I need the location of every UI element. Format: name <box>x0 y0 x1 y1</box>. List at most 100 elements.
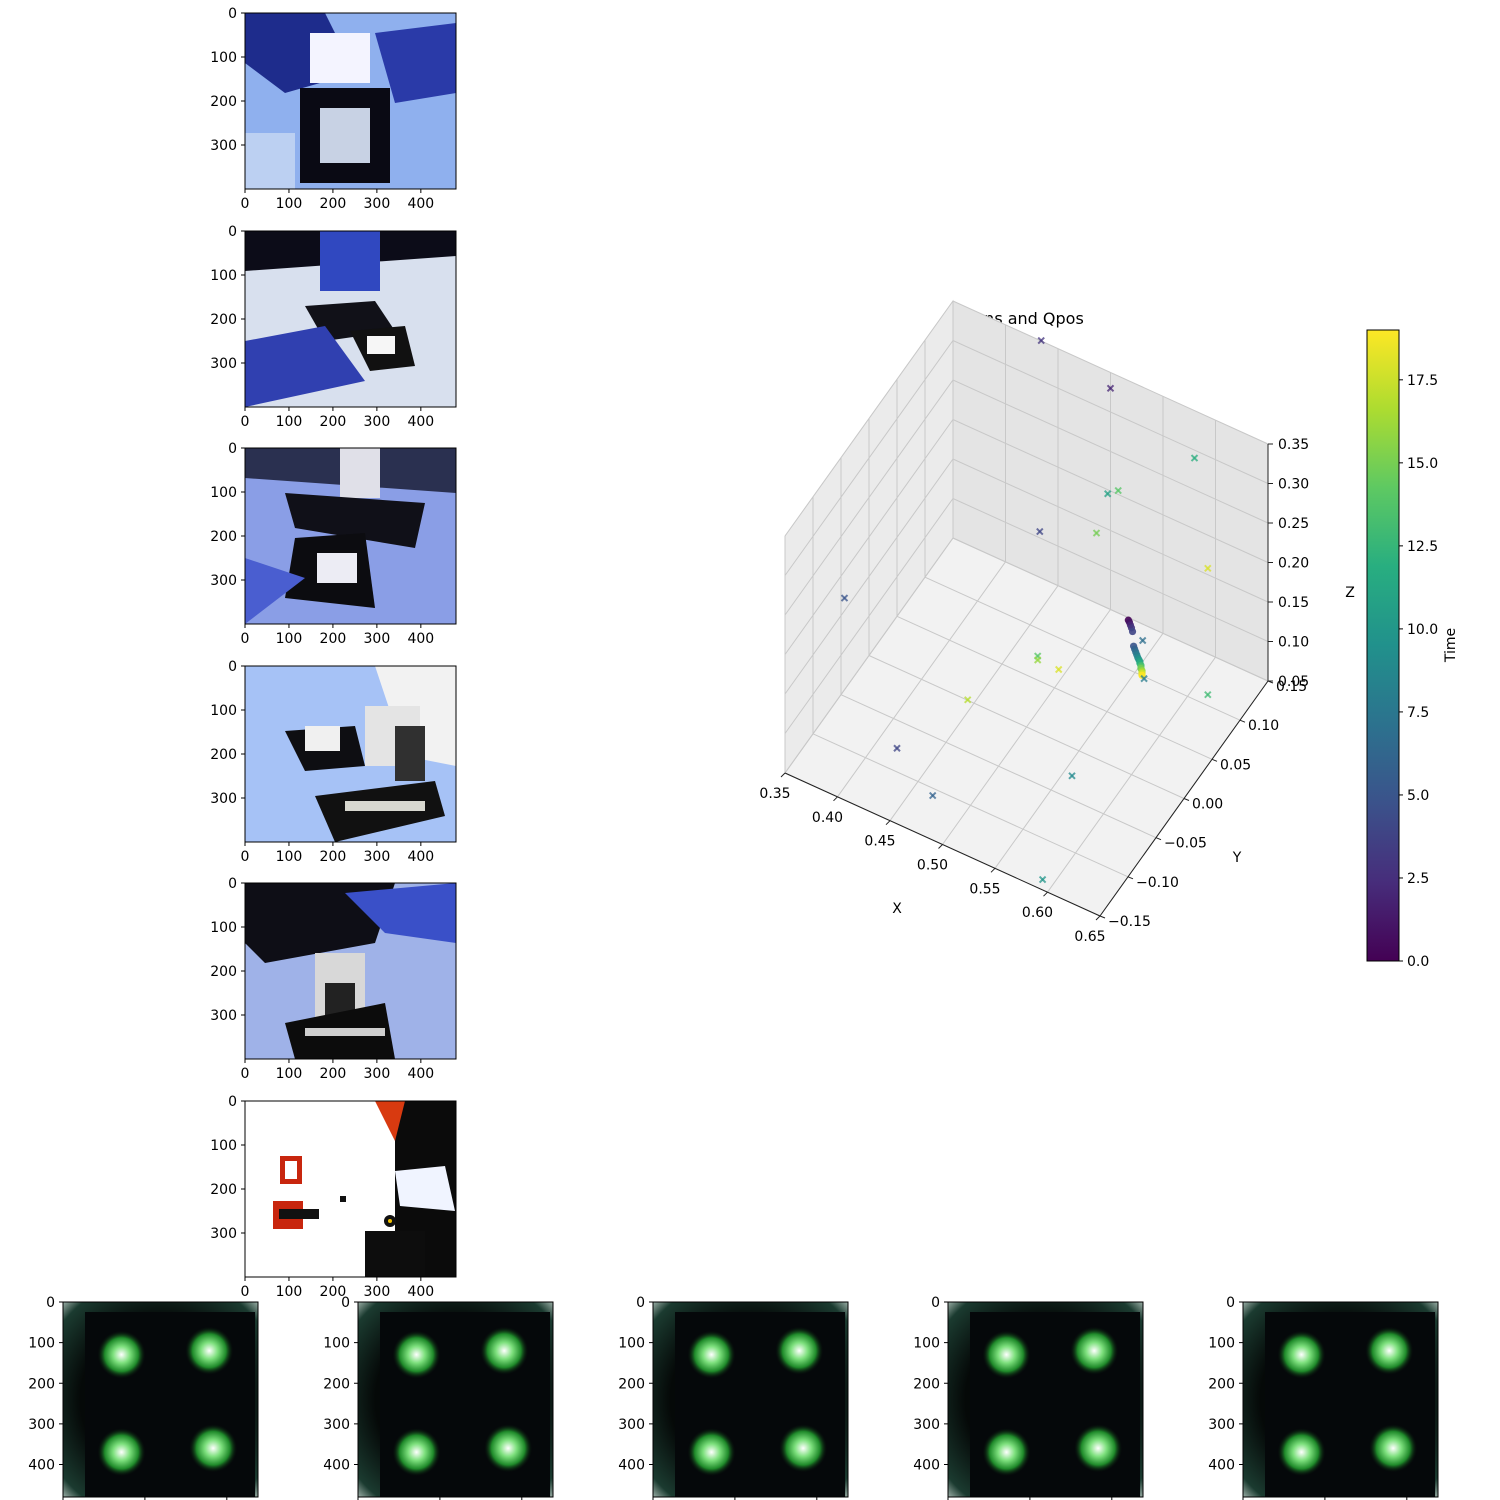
x-tick <box>1043 891 1048 897</box>
x-tick-label: 300 <box>364 631 391 647</box>
colorbar-tick-label: 12.5 <box>1407 539 1438 555</box>
y-tick-label: 200 <box>210 529 237 545</box>
colorbar-label: Time <box>1443 628 1459 663</box>
marker-blob <box>185 1326 234 1375</box>
action-point <box>1103 490 1112 498</box>
marker-blob <box>480 1326 529 1375</box>
x-tick-label: 100 <box>276 631 303 647</box>
tactile-image-3: 0 100 200 300 400 <box>618 1295 849 1500</box>
marker-blob <box>1369 1424 1418 1473</box>
y-tick-label: −0.05 <box>1164 836 1207 852</box>
x-tick-label: 400 <box>407 1066 434 1082</box>
x-tick <box>990 867 996 873</box>
marker-blob <box>687 1330 736 1379</box>
qpos-point <box>1128 627 1137 636</box>
x-tick-label: 400 <box>407 631 434 647</box>
x-tick-label: 0.55 <box>969 881 1000 897</box>
camera-image-2: 0 100 200 300 400 0 100 200 300 <box>210 224 457 430</box>
y-tick-label: 300 <box>323 1417 350 1433</box>
action-point <box>963 696 972 704</box>
y-tick <box>1099 915 1106 919</box>
colorbar-tick-label: 7.5 <box>1407 705 1429 721</box>
y-tick-label: 0.10 <box>1248 718 1279 734</box>
marker-blob <box>189 1424 238 1473</box>
marker-blob <box>1070 1326 1119 1375</box>
y-tick-label: −0.15 <box>1108 914 1151 930</box>
marker-blob <box>982 1330 1031 1379</box>
tactile-image-5: 0 100 200 300 400 <box>1208 1295 1439 1500</box>
camera-image-3: 0 100 200 300 400 0 100 200 300 <box>210 441 457 647</box>
y-tick-label: 100 <box>1208 1336 1235 1352</box>
x-tick-label: 0 <box>241 1066 250 1082</box>
y-tick-label: 0 <box>931 1295 940 1311</box>
action-point <box>1068 772 1076 780</box>
y-tick-label: 0 <box>228 6 237 22</box>
tick-labels: 0.35 0.40 0.45 0.50 0.55 0.60 0.65−0.15 −0.10 −0… <box>759 437 1309 945</box>
x-tick-label: 200 <box>320 1284 347 1300</box>
y-tick-label: 300 <box>1208 1417 1235 1433</box>
z-gridline <box>784 300 1269 537</box>
x-tick-label: 300 <box>364 414 391 430</box>
action-point <box>1204 690 1212 699</box>
marker-blob <box>687 1428 736 1477</box>
x-tick-label: 200 <box>320 1066 347 1082</box>
y-tick-label: 200 <box>210 312 237 328</box>
x-tick-label: 400 <box>407 849 434 865</box>
action-point <box>1190 454 1199 462</box>
tactile-image-4-frame <box>947 1301 1144 1498</box>
x-tick-label: 0.40 <box>812 810 843 826</box>
x-tick-label: 0 <box>241 631 250 647</box>
y-tick-label: 0 <box>228 224 237 240</box>
x-tick <box>780 772 786 778</box>
y-tick <box>1127 876 1134 880</box>
y-tick-label: 300 <box>28 1417 55 1433</box>
marker-blob <box>484 1424 533 1473</box>
tactile-image-1-frame <box>62 1301 259 1498</box>
action-point <box>1138 636 1147 645</box>
y-tick-label: 200 <box>913 1376 940 1392</box>
x-tick-label: 200 <box>320 631 347 647</box>
colorbar-tick-label: 10.0 <box>1407 622 1438 638</box>
x-tick-label: 200 <box>320 414 347 430</box>
y-tick <box>1155 837 1162 841</box>
y-tick-label: −0.10 <box>1136 875 1179 891</box>
tactile-image-4: 0 100 200 300 400 <box>913 1295 1144 1500</box>
y-tick-label: 0.05 <box>1220 757 1251 773</box>
colorbar-tick-label: 5.0 <box>1407 788 1429 804</box>
action-point <box>1054 665 1063 674</box>
z-tick-label: 0.20 <box>1278 556 1309 572</box>
y-tick-label: 0.15 <box>1276 679 1307 695</box>
y-tick-label: 100 <box>210 703 237 719</box>
x-tick-label: 400 <box>407 1284 434 1300</box>
y-tick-label: 300 <box>210 138 237 154</box>
z-tick-label: 0.05 <box>1278 674 1309 690</box>
y-tick-label: 300 <box>210 356 237 372</box>
y-tick <box>1211 758 1218 762</box>
x-tick-label: 300 <box>364 1284 391 1300</box>
marker-blob <box>779 1424 828 1473</box>
x-tick-label: 200 <box>320 849 347 865</box>
y-tick-label: 0 <box>228 441 237 457</box>
x-tick-label: 0.65 <box>1074 929 1105 945</box>
colorbar-gradient <box>1366 329 1400 962</box>
x-tick-label: 200 <box>320 196 347 212</box>
marker-blob <box>982 1428 1031 1477</box>
action-point <box>1036 527 1044 536</box>
y-tick-label: 400 <box>913 1458 940 1474</box>
y-tick-label: 100 <box>618 1336 645 1352</box>
camera-image-6: 0 100 200 300 400 0 100 200 300 <box>210 1094 457 1300</box>
y-gridline <box>952 301 1269 682</box>
y-tick-label: 200 <box>1208 1376 1235 1392</box>
tactile-image-5-frame <box>1242 1301 1439 1498</box>
y-tick-label: 0 <box>341 1295 350 1311</box>
action-point <box>1037 336 1045 345</box>
x-tick <box>885 820 891 826</box>
colorbar-tick-label: 0.0 <box>1407 954 1429 970</box>
marker-blob <box>1277 1428 1326 1477</box>
y-tick <box>1239 719 1246 723</box>
x-tick <box>1095 915 1101 921</box>
x-tick-label: 100 <box>276 196 303 212</box>
y-tick <box>1183 798 1190 801</box>
y-tick-label: 300 <box>210 791 237 807</box>
